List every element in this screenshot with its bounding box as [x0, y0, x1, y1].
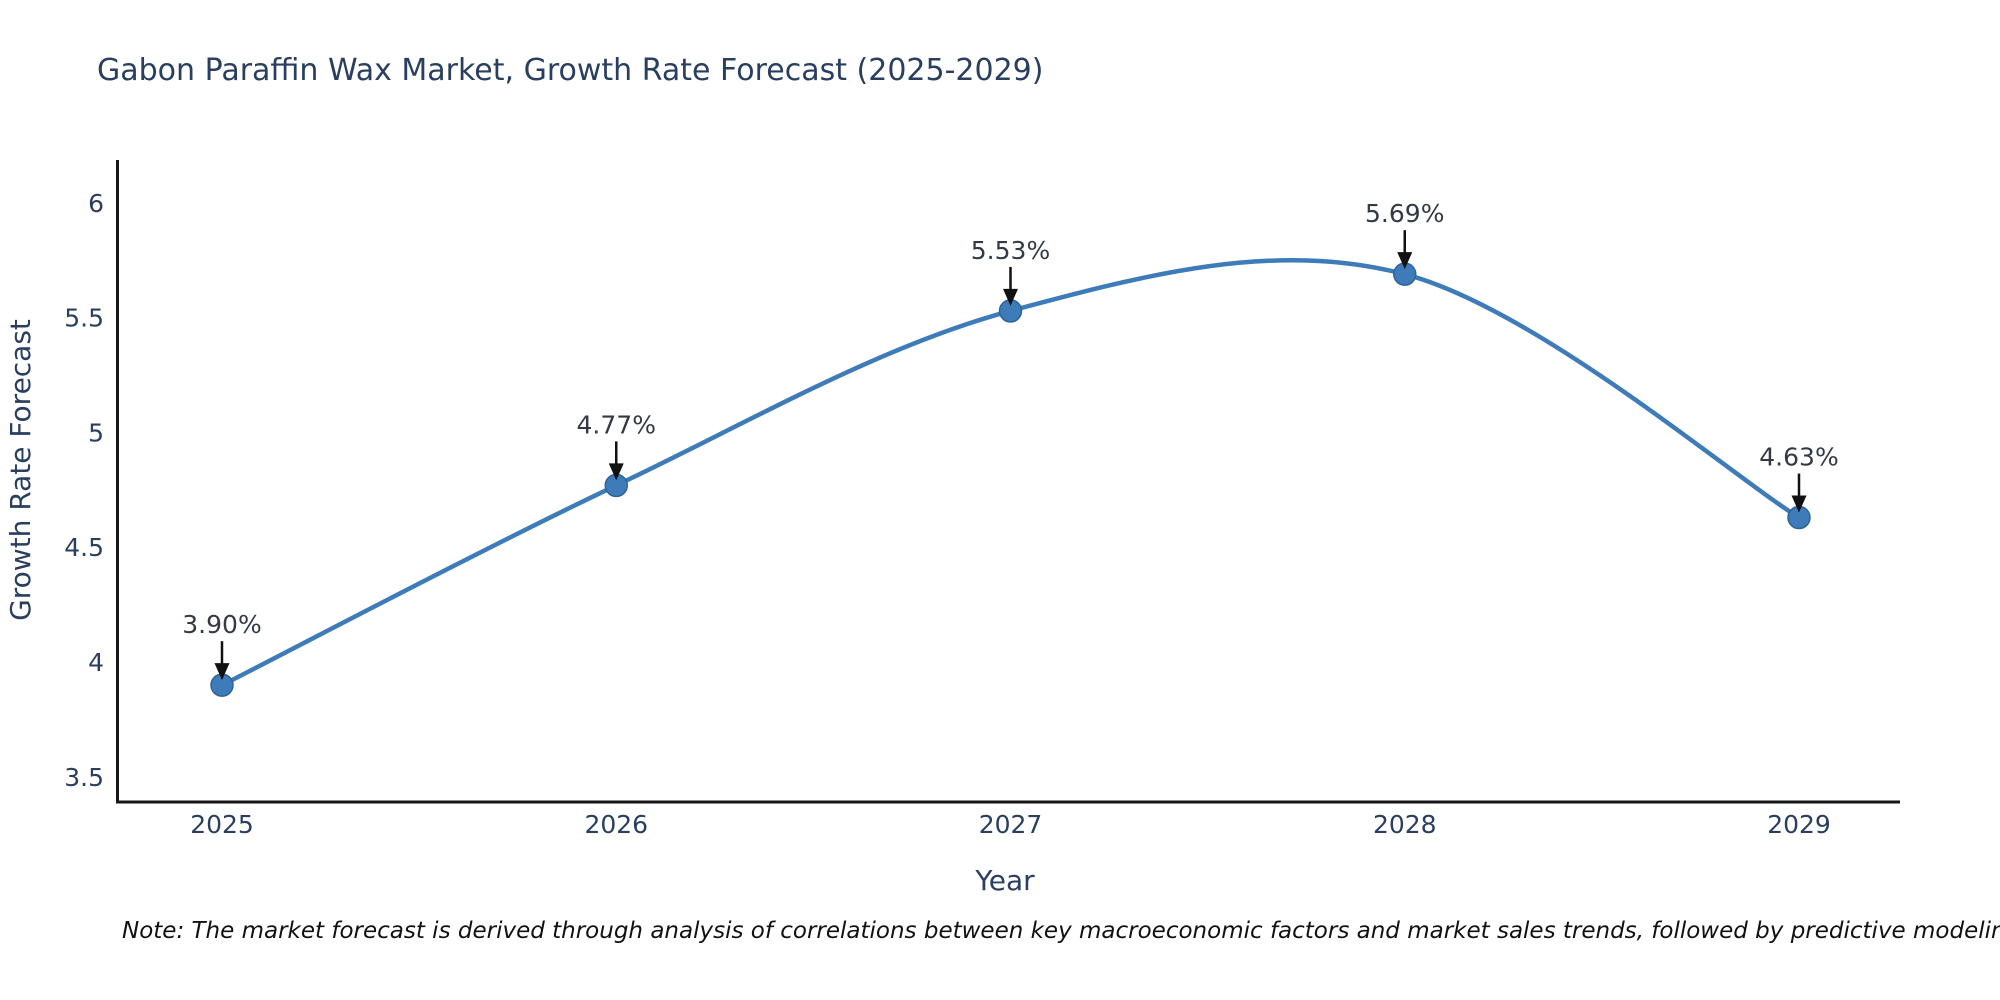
y-tick-label: 5.5 — [64, 304, 104, 333]
data-point-label: 4.77% — [577, 410, 656, 439]
x-tick-label: 2028 — [1373, 810, 1437, 839]
annotation-arrowhead-icon — [214, 663, 230, 681]
x-tick-label: 2027 — [979, 810, 1043, 839]
y-tick-label: 3.5 — [64, 763, 104, 792]
chart-note: Note: The market forecast is derived thr… — [122, 918, 2000, 944]
y-tick-label: 4 — [88, 648, 104, 677]
x-axis-tick-labels: 2025 2026 2027 2028 2029 — [190, 810, 1831, 839]
x-tick-label: 2025 — [190, 810, 254, 839]
x-axis-title: Year — [974, 864, 1035, 897]
x-tick-label: 2029 — [1767, 810, 1831, 839]
annotation-arrowhead-icon — [1791, 495, 1807, 513]
x-tick-label: 2026 — [584, 810, 648, 839]
data-point-label: 3.90% — [182, 610, 261, 639]
data-point-label: 5.53% — [971, 236, 1050, 265]
data-point-label: 4.63% — [1759, 443, 1838, 472]
forecast-spline-line — [219, 257, 1802, 688]
annotation-arrowhead-icon — [1003, 288, 1018, 306]
annotation-arrowhead-icon — [1397, 252, 1413, 270]
chart-title: Gabon Paraffin Wax Market, Growth Rate F… — [97, 53, 1043, 88]
y-tick-label: 6 — [88, 189, 104, 218]
y-tick-label: 4.5 — [64, 533, 104, 562]
forecast-line-series — [210, 257, 1811, 697]
data-point-annotations: 3.90% 4.77% 5.53% 5.69% 4.63% — [182, 199, 1839, 681]
y-tick-label: 5 — [88, 418, 104, 447]
annotation-arrowhead-icon — [608, 463, 624, 481]
y-axis-tick-labels: 3.5 4 4.5 5 5.5 6 — [64, 189, 104, 792]
data-point-label: 5.69% — [1365, 199, 1444, 228]
y-axis-title: Growth Rate Forecast — [4, 319, 37, 621]
axes — [116, 160, 1900, 804]
